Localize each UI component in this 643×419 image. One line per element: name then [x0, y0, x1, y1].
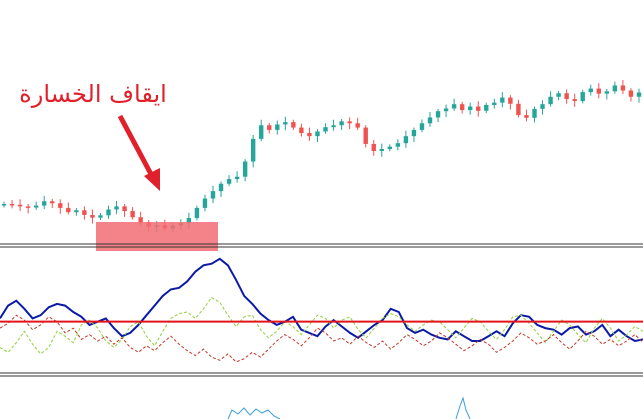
candle-body	[500, 97, 505, 103]
candle-body	[66, 207, 71, 213]
candle-body	[620, 85, 626, 91]
candle-body	[588, 88, 593, 93]
panel-separator-2	[0, 372, 643, 377]
annotation-label: ايقاف الخسارة	[19, 80, 167, 108]
candle-body	[259, 125, 264, 139]
oscillator-series-1	[0, 257, 643, 343]
candle-body	[194, 207, 200, 219]
candle-body	[299, 127, 304, 134]
candle-body	[564, 93, 569, 100]
candle-body	[130, 211, 135, 218]
candle-body	[532, 108, 537, 118]
candle-body	[636, 92, 642, 97]
candle-body	[435, 111, 441, 118]
candle-body	[1, 204, 7, 206]
panel-separator-1	[0, 243, 643, 248]
candle-body	[114, 206, 119, 210]
candle-body	[323, 127, 328, 132]
candle-body	[459, 104, 465, 111]
candle-body	[379, 149, 384, 151]
oscillator-series-3	[0, 314, 643, 363]
candle-body	[42, 201, 47, 206]
candle-body	[202, 198, 208, 208]
candle-body	[403, 136, 409, 144]
candle-body	[98, 215, 103, 218]
candle-body	[556, 93, 561, 97]
candle-body	[508, 97, 513, 104]
candle-body	[451, 104, 457, 109]
candle-body	[58, 203, 63, 208]
candle-body	[331, 125, 336, 128]
candle-body	[427, 117, 433, 124]
histogram-spike	[455, 396, 471, 419]
candle-body	[9, 204, 15, 206]
candle-body	[33, 205, 39, 208]
candle-body	[596, 88, 601, 94]
candle-body	[411, 129, 417, 137]
candle-body	[90, 214, 95, 218]
candle-body	[339, 121, 344, 126]
candle-body	[234, 176, 240, 180]
candle-body	[347, 121, 352, 124]
candle-body	[267, 125, 272, 130]
candlestick-series	[1, 80, 642, 233]
candle-body	[484, 104, 489, 111]
candle-body	[275, 124, 280, 130]
candle-body	[419, 123, 425, 130]
candle-body	[82, 210, 87, 215]
candle-body	[17, 204, 23, 207]
candle-body	[604, 91, 610, 94]
candle-body	[242, 161, 248, 177]
candle-body	[492, 102, 497, 105]
candle-body	[387, 146, 393, 150]
candle-body	[476, 106, 481, 111]
candle-body	[283, 122, 288, 125]
candle-body	[74, 210, 79, 213]
candle-body	[467, 106, 473, 111]
candle-body	[443, 108, 449, 112]
candle-body	[50, 201, 55, 204]
candle-body	[315, 131, 320, 137]
histogram-series	[227, 407, 281, 419]
histogram-panel	[227, 396, 471, 419]
candle-body	[210, 191, 216, 199]
stop-loss-zone	[96, 222, 218, 251]
oscillator-panel	[0, 257, 643, 363]
candle-body	[218, 183, 224, 192]
candle-body	[580, 92, 585, 102]
candle-body	[25, 206, 31, 208]
annotation-arrow	[117, 114, 160, 191]
candle-body	[186, 218, 192, 224]
candle-body	[540, 104, 545, 109]
oscillator-series-2	[0, 296, 643, 355]
candle-body	[250, 138, 256, 162]
candle-body	[355, 123, 360, 128]
candle-body	[371, 143, 376, 151]
candle-body	[612, 85, 618, 92]
candle-body	[516, 103, 521, 116]
candle-body	[395, 143, 401, 147]
candle-body	[307, 133, 312, 137]
candle-body	[363, 127, 368, 144]
candle-body	[628, 90, 634, 97]
candle-body	[138, 217, 143, 223]
candle-body	[524, 115, 529, 118]
candle-body	[106, 209, 111, 216]
candle-body	[226, 179, 232, 184]
candle-body	[291, 122, 296, 128]
candle-body	[572, 99, 577, 102]
candle-body	[548, 96, 553, 105]
candle-body	[122, 206, 127, 212]
